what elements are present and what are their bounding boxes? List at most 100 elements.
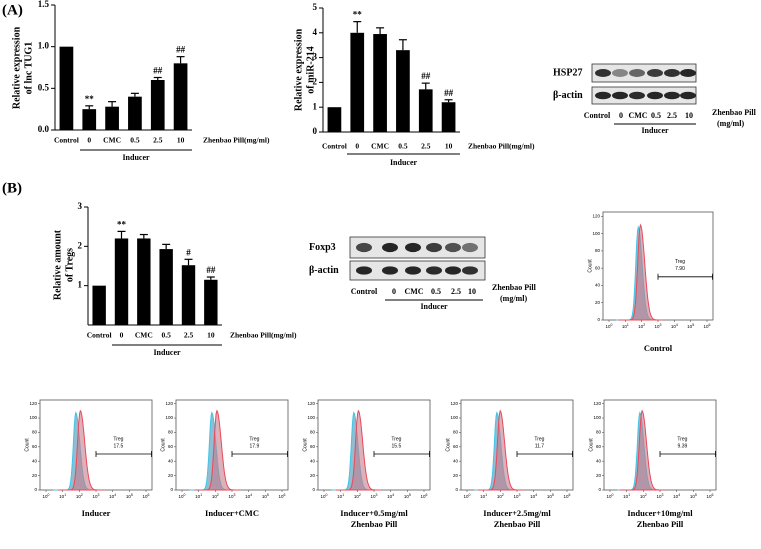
- y-tick-label: 0: [455, 487, 458, 492]
- y-tick-label: 100: [165, 415, 173, 420]
- tick-base: 10: [387, 494, 393, 499]
- y-tick-label: 60: [32, 444, 38, 449]
- y-axis-label: Relative expression: [11, 26, 22, 109]
- plot-caption: Inducer+CMC: [205, 508, 259, 518]
- y-tick-label: 0: [313, 126, 318, 136]
- plot-frame: [603, 399, 717, 491]
- tick-base: 10: [143, 494, 149, 499]
- lane-label: 2.5: [667, 111, 677, 120]
- x-tick-label: 102: [212, 493, 219, 499]
- y-tick-label: 40: [168, 458, 174, 463]
- blot-band: [647, 91, 663, 100]
- tick-base: 10: [354, 494, 360, 499]
- x-tick-label: 10: [207, 331, 215, 340]
- y-tick-label: 0: [597, 317, 600, 322]
- x-tick-label: 0.5: [130, 136, 140, 145]
- plot-frame: [39, 399, 153, 491]
- tick-base: 10: [623, 494, 629, 499]
- blot-band: [405, 242, 421, 253]
- y-tick-label: 40: [595, 283, 601, 288]
- histogram-red: [618, 223, 663, 321]
- tick-exp: 3: [662, 493, 664, 497]
- tick-base: 10: [245, 494, 251, 499]
- error-bar: [162, 243, 171, 250]
- tick-exp: 6: [712, 493, 714, 497]
- tick-exp: 1: [485, 493, 487, 497]
- x-tick-label: 106: [279, 493, 286, 499]
- y-axis-label: of Tregs: [64, 248, 75, 282]
- bar: [396, 50, 410, 132]
- x-tick-label: 104: [530, 493, 537, 499]
- y-axis-label: Count: [160, 438, 166, 452]
- y-tick-label: 0: [598, 487, 601, 492]
- y-axis-label: Count: [588, 438, 594, 452]
- x-tick-label: 100: [464, 493, 471, 499]
- tick-exp: 3: [376, 493, 378, 497]
- y-axis-label: Count: [587, 259, 593, 273]
- x-tick-label: 0: [120, 331, 124, 340]
- tick-exp: 0: [326, 493, 328, 497]
- gate-label: Treg: [675, 259, 685, 265]
- tick-exp: 1: [628, 493, 630, 497]
- histogram-red: [57, 409, 103, 491]
- bar: [114, 238, 129, 325]
- error-bar: [353, 21, 362, 33]
- x-tick-label: 102: [354, 493, 361, 499]
- gate-value: 11.7: [535, 443, 545, 449]
- tick-exp: 1: [342, 493, 344, 497]
- gate-label: Treg: [677, 436, 687, 442]
- blot-row-label: β-actin: [553, 90, 583, 101]
- x-tick-label: 100: [179, 493, 186, 499]
- plot-caption: Inducer: [82, 508, 111, 518]
- group-label: Inducer: [122, 153, 150, 162]
- tick-exp: 2: [217, 493, 219, 497]
- tick-base: 10: [212, 494, 218, 499]
- y-axis-label: Count: [302, 438, 308, 452]
- tick-exp: 0: [612, 493, 614, 497]
- tick-base: 10: [179, 494, 185, 499]
- lane-label: 0: [392, 287, 396, 296]
- tick-exp: 4: [676, 323, 678, 327]
- lane-label: 0.5: [651, 111, 661, 120]
- tick-exp: 6: [569, 493, 571, 497]
- x-tick-label: 103: [93, 493, 100, 499]
- blot-band: [356, 242, 372, 253]
- plot-caption: Zhenbao Pill: [637, 519, 684, 529]
- gate-value: 15.5: [392, 443, 402, 449]
- x-tick-label: 101: [480, 493, 487, 499]
- group-label: Inducer: [390, 158, 418, 167]
- blot-row-label: β-actin: [309, 265, 339, 276]
- tick-base: 10: [607, 494, 613, 499]
- bar: [159, 249, 173, 325]
- blot-band: [595, 69, 611, 77]
- x-tick-label: Control: [87, 331, 112, 340]
- x-tick-label: 104: [109, 493, 116, 499]
- tick-base: 10: [321, 494, 327, 499]
- x-tick-label: 104: [245, 493, 252, 499]
- significance-label: #: [186, 247, 191, 257]
- blot-band: [445, 242, 461, 253]
- tick-exp: 5: [695, 493, 697, 497]
- x-tick-label: CMC: [371, 142, 389, 151]
- tick-exp: 4: [678, 493, 680, 497]
- y-axis-label: Count: [445, 438, 451, 452]
- tick-exp: 4: [114, 493, 116, 497]
- blot-band: [680, 91, 696, 100]
- y-tick-label: 60: [168, 444, 174, 449]
- gate-label: Treg: [391, 436, 401, 442]
- tick-base: 10: [229, 494, 235, 499]
- blot-band: [426, 266, 442, 275]
- y-tick-label: 80: [310, 430, 316, 435]
- tick-exp: 0: [184, 493, 186, 497]
- y-tick-label: 100: [593, 415, 601, 420]
- tick-base: 10: [404, 494, 410, 499]
- error-bar: [153, 76, 162, 80]
- y-tick-label: 80: [32, 430, 38, 435]
- x-tick-label: 106: [704, 323, 711, 329]
- significance-label: **: [353, 10, 363, 20]
- blot-band: [356, 266, 372, 275]
- blot-band: [664, 69, 680, 77]
- error-bar: [206, 276, 215, 280]
- plot-frame: [602, 211, 714, 321]
- significance-label: ##: [176, 45, 186, 55]
